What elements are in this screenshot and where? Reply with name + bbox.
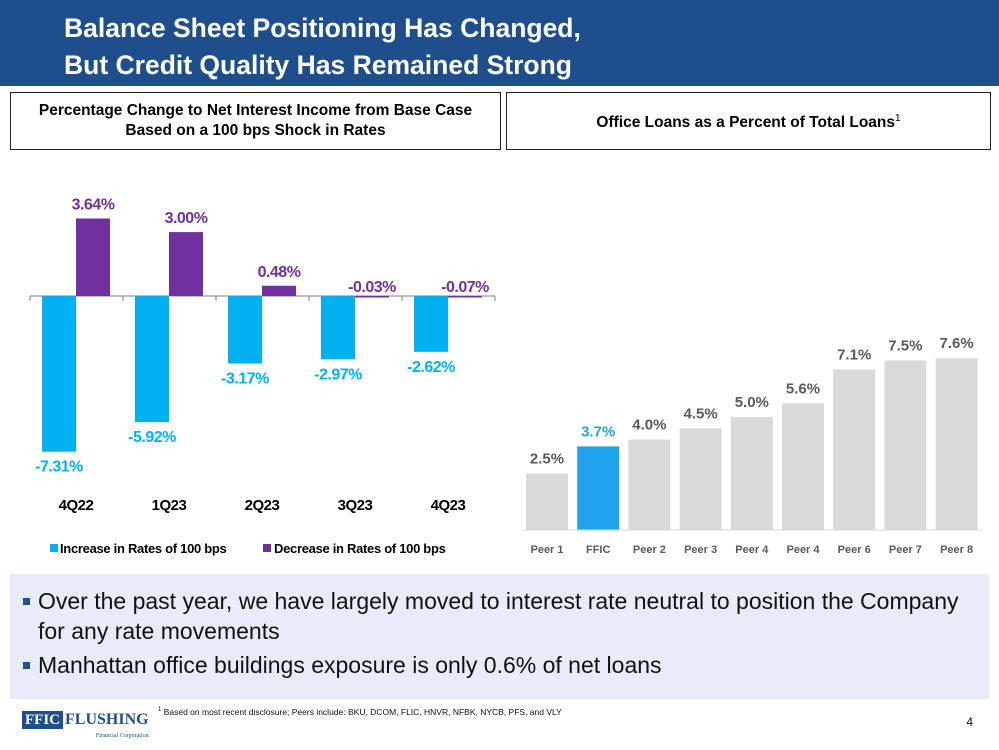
bar-peer-1 [526,473,568,530]
left-panel-title: Percentage Change to Net Interest Income… [10,92,501,150]
bar-increase-1Q23 [135,296,169,423]
bullet-text-1: Over the past year, we have largely move… [38,588,959,644]
legend-swatch-decrease [263,544,271,552]
bar-ffic [577,446,620,530]
category-label-peer-3: Peer 3 [684,544,717,556]
legend-label-decrease: Decrease in Rates of 100 bps [274,541,446,556]
category-label-3Q23: 3Q23 [338,497,373,514]
category-label-4Q22: 4Q22 [59,497,94,514]
bar-decrease-4Q23 [448,296,482,298]
bar-peer-3 [679,428,722,530]
category-label-4Q23: 4Q23 [431,497,466,514]
page-number: 4 [966,715,973,729]
label-decrease-4Q23: -0.07% [441,279,489,296]
bar-decrease-2Q23 [262,285,296,296]
label-increase-2Q23: -3.17% [221,371,269,388]
logo-ffic-mark: FFIC [22,711,63,729]
bullet-marker [23,662,30,669]
value-label-peer-3: 4.5% [683,405,717,422]
category-label-peer-1: Peer 1 [530,544,563,556]
logo-flushing-wordmark: FLUSHING Financial Corporation [65,711,149,739]
bar-increase-4Q22 [42,296,76,452]
bullet-marker [23,598,30,605]
category-label-1Q23: 1Q23 [152,497,187,514]
label-increase-3Q23: -2.97% [314,366,362,383]
value-label-peer-7: 7.5% [888,338,922,355]
value-label-ffic: 3.7% [581,423,615,440]
category-label-peer-4: Peer 4 [735,544,769,556]
footnote-mark: 1 [158,707,162,714]
bullet-item: Manhattan office buildings exposure is o… [23,650,969,680]
bar-decrease-4Q22 [76,218,110,296]
bar-increase-4Q23 [414,296,448,352]
bullet-text-2: Manhattan office buildings exposure is o… [38,652,662,678]
left-panel-title-line-2: Based on a 100 bps Shock in Rates [125,122,386,139]
legend-swatch-increase [50,544,58,552]
bar-peer-4 [782,403,824,530]
office-loans-chart: 2.5% Peer 1 3.7% FFIC 4.0% Peer 2 4.5% Peer 3 5.… [522,335,983,556]
right-panel-title-footnote-mark: 1 [895,112,901,124]
value-label-peer-4: 5.0% [735,394,769,411]
slide-title-line-1: Balance Sheet Positioning Has Changed, [64,13,581,43]
bar-decrease-3Q23 [355,296,389,298]
bar-increase-2Q23 [228,296,262,364]
bar-peer-6 [833,369,876,530]
slide-title-line-2: But Credit Quality Has Remained Strong [64,50,572,80]
bar-increase-3Q23 [321,296,355,360]
flushing-logo: FFIC FLUSHING Financial Corporation [22,705,149,739]
category-label-peer-2: Peer 2 [633,544,666,556]
value-label-peer-4: 5.6% [786,380,820,397]
left-panel-title-line-1: Percentage Change to Net Interest Income… [38,102,473,119]
label-decrease-2Q23: 0.48% [258,264,301,281]
logo-flushing-text: FLUSHING [65,711,149,728]
category-label-2Q23: 2Q23 [245,497,280,514]
label-decrease-1Q23: 3.00% [165,210,208,227]
bar-peer-8 [935,358,978,530]
value-label-peer-6: 7.1% [837,347,871,364]
label-decrease-3Q23: -0.03% [348,279,396,296]
category-label-peer-8: Peer 8 [940,544,973,556]
bar-peer-4 [730,417,773,530]
bullet-item: Over the past year, we have largely move… [23,586,969,646]
footnote-text: Based on most recent disclosure; Peers i… [163,707,562,717]
footnote: 1 Based on most recent disclosure; Peers… [158,707,562,717]
category-label-peer-6: Peer 6 [838,544,871,556]
label-decrease-4Q22: 3.64% [72,196,115,213]
value-label-peer-8: 7.6% [939,335,973,352]
key-points-box: Over the past year, we have largely move… [10,574,989,699]
bar-peer-7 [884,360,927,530]
right-panel-title: Office Loans as a Percent of Total Loans… [506,92,991,150]
value-label-peer-2: 4.0% [632,417,666,434]
right-panel-title-text: Office Loans as a Percent of Total Loans [596,114,896,132]
nii-sensitivity-chart: -7.31% 3.64% 4Q22 -5.92% 3.00% 1Q23 -3.17% 0.48… [29,196,496,556]
label-increase-4Q23: -2.62% [407,359,455,376]
category-label-peer-7: Peer 7 [889,544,922,556]
header-banner: Balance Sheet Positioning Has Changed, B… [0,0,999,86]
category-label-ffic: FFIC [586,544,610,556]
value-label-peer-1: 2.5% [530,451,564,468]
label-increase-4Q22: -7.31% [35,459,83,476]
category-label-peer-4: Peer 4 [786,544,820,556]
label-increase-1Q23: -5.92% [128,429,176,446]
bar-peer-2 [628,439,671,530]
bar-decrease-1Q23 [169,232,203,296]
legend-label-increase: Increase in Rates of 100 bps [60,541,227,556]
logo-subtitle: Financial Corporation [95,733,149,739]
